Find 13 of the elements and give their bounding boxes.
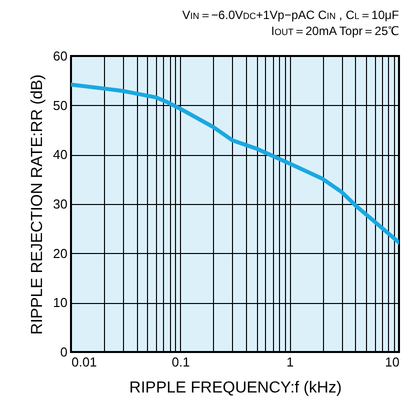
x-tick-label: 0.01 — [72, 354, 97, 370]
y-tick-label: 40 — [53, 147, 68, 162]
y-tick-label: 20 — [53, 246, 68, 261]
y-tick-label: 10 — [53, 295, 68, 310]
y-tick-label: 50 — [53, 98, 68, 113]
x-tick-label: 1 — [286, 354, 294, 370]
x-tick-label: 0.1 — [172, 354, 190, 370]
x-axis-title: RIPPLE FREQUENCY:f (kHz) — [129, 380, 342, 396]
y-tick-label: 30 — [53, 196, 68, 212]
y-axis-title: RIPPLE REJECTION RATE:RR (dB) — [29, 74, 46, 335]
x-tick-label: 10 — [385, 354, 400, 370]
y-tick-label: 60 — [53, 48, 68, 64]
y-tick-label: 0 — [60, 344, 68, 360]
